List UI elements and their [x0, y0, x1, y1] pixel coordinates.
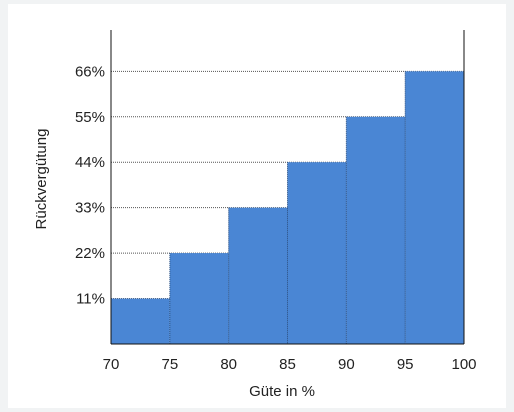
x-tick-label: 80 [220, 356, 237, 373]
y-tick-label: 55% [75, 109, 105, 126]
y-tick-labels: 11% 22% 33% 44% 55% 66% [75, 63, 105, 307]
bar [287, 162, 347, 344]
bar [228, 207, 288, 344]
x-tick-labels: 70 75 80 85 90 95 100 [103, 356, 477, 373]
bar [346, 116, 406, 345]
x-tick-label: 90 [338, 356, 355, 373]
bar [111, 298, 170, 344]
y-tick-label: 33% [75, 200, 105, 217]
y-tick-label: 22% [75, 245, 105, 262]
x-tick-label: 95 [397, 356, 414, 373]
bar [405, 71, 464, 344]
x-tick-label: 70 [103, 356, 120, 373]
plot-frame [110, 30, 465, 345]
x-tick-label: 75 [161, 356, 178, 373]
y-axis-title: Rückvergütung [33, 129, 50, 230]
y-tick-label: 11% [76, 291, 105, 308]
x-tick-label: 100 [451, 356, 476, 373]
y-tick-label: 66% [75, 63, 105, 80]
bars [111, 71, 464, 345]
x-axis-title: Güte in % [249, 383, 315, 400]
bar [169, 253, 229, 344]
step-bar-chart: 11% 22% 33% 44% 55% 66% 70 75 80 85 90 95 100 Güte … [33, 30, 477, 400]
chart-figure: 11% 22% 33% 44% 55% 66% 70 75 80 85 90 95 100 Güte … [8, 4, 506, 408]
x-tick-label: 85 [279, 356, 296, 373]
y-tick-label: 44% [75, 154, 105, 171]
